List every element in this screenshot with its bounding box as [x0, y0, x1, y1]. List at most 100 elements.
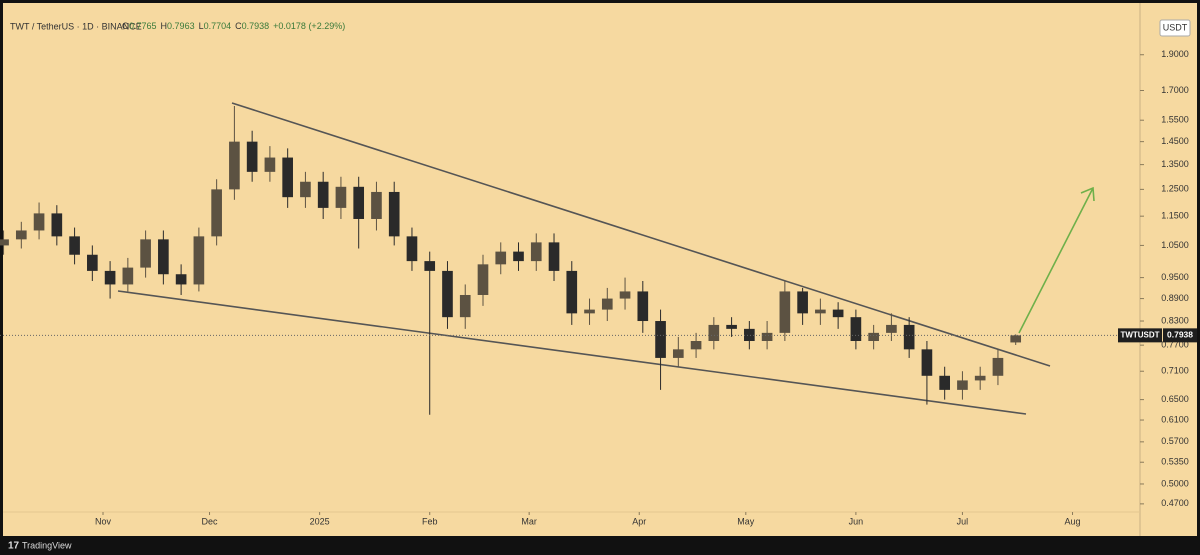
candle-body — [601, 298, 613, 310]
brand[interactable]: TradingView — [22, 540, 72, 550]
y-tick-label: 0.7100 — [1161, 366, 1189, 376]
price-tag — [1163, 328, 1197, 343]
y-tick-label: 1.3500 — [1161, 159, 1189, 169]
x-tick-label: Feb — [422, 516, 438, 526]
candle-body — [388, 191, 400, 237]
upper-trendline — [231, 102, 1051, 367]
candle-body — [495, 251, 507, 265]
y-tick-label: 0.6500 — [1161, 394, 1189, 404]
candle-body — [815, 309, 826, 314]
ohlc-prefix: O — [122, 21, 129, 31]
candle-body — [300, 181, 311, 198]
candle-body — [868, 332, 879, 341]
chart-background — [3, 3, 1197, 536]
x-tick-label: Jul — [957, 516, 969, 526]
candle-body — [921, 349, 933, 376]
candle-body — [229, 141, 240, 190]
ticker: TWTUSDT — [1120, 330, 1159, 339]
candle-body — [886, 324, 897, 333]
candle-body — [140, 239, 151, 268]
candle-body — [122, 267, 134, 285]
currency[interactable]: USDT — [1163, 22, 1188, 32]
y-tick-label: 0.8900 — [1161, 293, 1189, 303]
candle-body — [797, 291, 808, 314]
candle-body — [406, 236, 418, 262]
y-tick-label: 0.5350 — [1161, 457, 1189, 467]
currency-box[interactable] — [1159, 19, 1191, 37]
x-tick-label: Dec — [202, 516, 219, 526]
lower-trendline — [117, 290, 1027, 415]
arrow-shaft — [1018, 187, 1094, 334]
candle-body — [104, 270, 116, 285]
candle-body — [761, 332, 773, 341]
candle-body — [477, 264, 489, 295]
y-tick-label: 0.6100 — [1161, 414, 1189, 424]
y-tick-label: 0.4700 — [1161, 498, 1189, 508]
candle-body — [992, 357, 1004, 376]
candle-body — [442, 270, 453, 318]
x-tick-label: Apr — [632, 516, 646, 526]
y-tick-label: 0.5000 — [1161, 478, 1189, 488]
candle-body — [15, 230, 27, 240]
candle-body — [371, 191, 382, 219]
drawings — [117, 102, 1051, 415]
candle-body — [282, 157, 293, 198]
candle-body — [87, 254, 98, 271]
candle-body — [779, 291, 791, 333]
y-tick-label: 1.5500 — [1161, 115, 1189, 125]
candle-body — [832, 309, 844, 318]
header-ohlc: O0.7765 H0.7963 L0.7704 C0.7938 +0.0178 (+2.… — [122, 21, 345, 31]
header-symbol: TWT / TetherUS · 1D · BINANCE — [10, 21, 142, 31]
candle-body — [672, 349, 684, 358]
x-tick-label: Jun — [849, 516, 864, 526]
y-tick-label: 0.9500 — [1161, 272, 1189, 282]
footer-bar — [3, 537, 1197, 555]
ticker-tag — [1118, 328, 1162, 343]
candle-body — [850, 317, 862, 341]
candle-body — [619, 291, 631, 299]
y-tick-label: 1.7000 — [1161, 85, 1189, 95]
candle-body — [548, 242, 560, 271]
candle-body — [903, 324, 915, 350]
candle-body — [655, 321, 666, 358]
candle-body — [566, 270, 578, 314]
x-tick-label: May — [737, 516, 755, 526]
ohlc-prefix: H — [161, 21, 168, 31]
brand-logo[interactable]: 17 — [8, 541, 20, 552]
candle-body — [637, 291, 649, 322]
candle-body — [33, 213, 45, 231]
candle-body — [459, 294, 471, 318]
y-tick-label: 0.8300 — [1161, 315, 1189, 325]
x-tick-label: Nov — [95, 516, 112, 526]
ohlc-value: 0.7963 — [167, 21, 195, 31]
candle-body — [424, 261, 436, 271]
candle-body — [974, 375, 986, 381]
arrow-head — [1080, 186, 1095, 202]
y-tick-label: 0.5700 — [1161, 436, 1189, 446]
x-tick-label: Mar — [521, 516, 537, 526]
y-tick-label: 1.4500 — [1161, 136, 1189, 146]
candle-body — [246, 141, 258, 172]
candle-body — [211, 189, 222, 237]
y-tick-label: 1.1500 — [1161, 211, 1189, 221]
candle-body — [335, 186, 347, 208]
price-tag-value: 0.7938 — [1167, 330, 1193, 340]
candle-body — [51, 213, 63, 237]
candles — [0, 105, 1022, 415]
candle-body — [0, 239, 9, 246]
candle-body — [726, 324, 737, 329]
y-tick-label: 1.9000 — [1161, 49, 1189, 59]
y-tick-label: 0.7700 — [1161, 340, 1189, 350]
candle-body — [69, 236, 80, 255]
candle-body — [530, 242, 542, 262]
ohlc-value: 0.7765 — [129, 21, 157, 31]
candle-body — [193, 236, 205, 285]
candle-body — [1010, 335, 1022, 343]
candle-body — [957, 380, 968, 390]
ohlc-prefix: C — [235, 21, 242, 31]
candle-body — [158, 239, 169, 275]
candle-body — [175, 274, 187, 285]
candle-body — [353, 186, 365, 219]
